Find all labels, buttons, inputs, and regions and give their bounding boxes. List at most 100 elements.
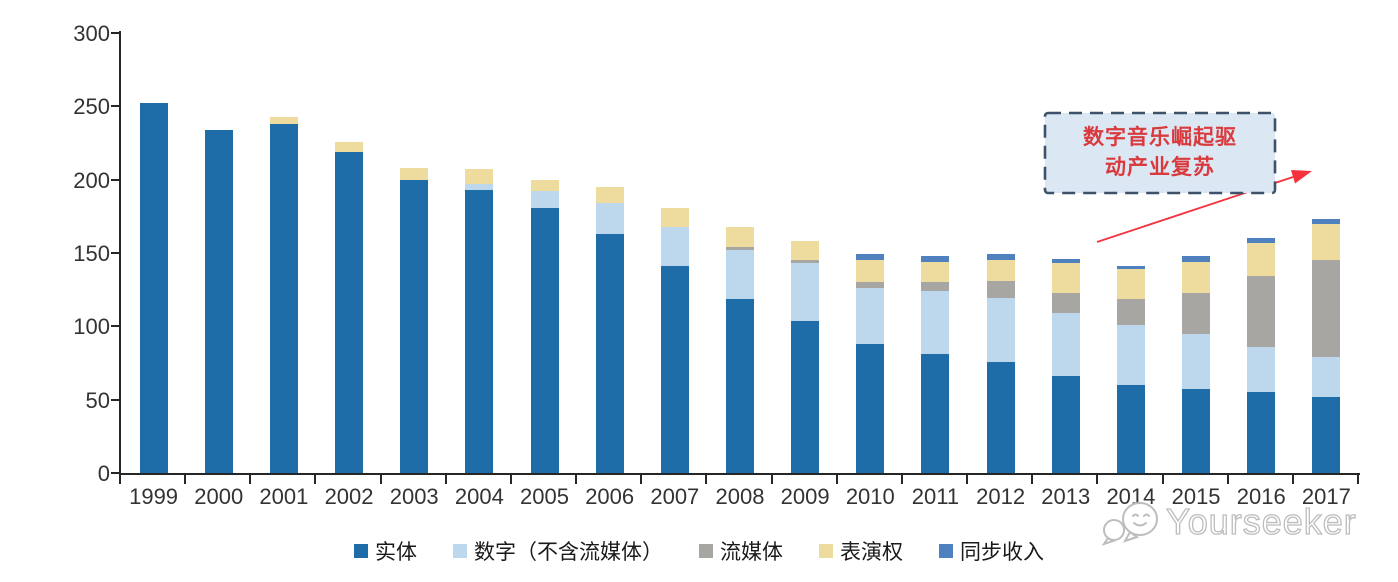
legend-swatch-icon [939,544,953,558]
bar-group-2009 [773,33,838,473]
bar-stack-2002 [335,141,364,473]
bar-stack-2008 [725,226,754,473]
x-axis-line [119,473,1360,475]
x-tick-mark [119,475,121,484]
bar-segment [986,298,1015,362]
bar-stack-2009 [791,241,820,473]
bar-group-2017 [1294,33,1359,473]
x-tick-mark [1161,475,1164,484]
bar-segment [530,191,559,208]
bar-segment [921,354,950,473]
bar-segment [725,250,754,299]
annotation-callout: 数字音乐崛起驱 动产业复苏 [1043,111,1277,195]
bar-segment [921,282,950,292]
x-axis-label: 2004 [454,484,504,509]
bar-stack-2000 [204,129,233,473]
bar-segment [986,254,1015,261]
x-tick-mark [705,475,708,484]
y-tick-label: 250 [73,94,110,120]
x-tick-mark [314,475,317,484]
y-tick-mark [111,32,120,34]
bar-group-2012 [968,33,1033,473]
bar-segment [921,255,950,262]
chat-bubbles-icon [1101,501,1158,546]
x-tick-mark [575,475,578,484]
bar-stack-2004 [465,169,494,473]
legend-item: 流媒体 [699,536,783,566]
y-tick-mark [111,472,120,474]
bar-segment [1116,266,1145,270]
bar-segment [530,207,559,473]
bar-segment [660,207,689,227]
bar-stack-2003 [400,168,429,473]
legend: 实体 数字（不含流媒体） 流媒体 表演权 同步收入 [0,536,1398,566]
bar-segment [725,298,754,473]
bar-segment [1312,223,1341,261]
x-tick-mark [1291,475,1294,484]
bar-segment [1051,376,1080,473]
bar-stack-2001 [269,116,298,473]
bar-stack-2012 [986,254,1015,473]
x-tick-mark [1031,475,1034,484]
bar-group-2008 [707,33,772,473]
y-tick-label: 300 [73,21,110,46]
bar-segment [986,260,1015,281]
y-tick-label: 0 [97,461,110,486]
bar-stack-2015 [1182,255,1211,473]
bar-group-2014 [1098,33,1163,473]
annotation-line-2: 动产业复苏 [1105,156,1215,179]
x-axis-label: 2009 [780,484,830,509]
bar-segment [1051,313,1080,377]
x-axis-label: 2017 [1301,484,1351,509]
bar-group-2001 [251,33,316,473]
bar-segment [1247,392,1276,473]
x-tick-mark [1357,475,1359,484]
bar-segment [595,233,624,473]
bar-group-2002 [316,33,381,473]
bar-segment [856,288,885,344]
y-tick-mark [111,252,120,254]
bar-stack-2007 [660,207,689,473]
bar-group-2010 [838,33,903,473]
bar-stack-2006 [595,187,624,473]
legend-label: 数字（不含流媒体） [474,541,663,564]
bar-segment [1116,385,1145,473]
x-axis-label: 2001 [259,484,309,509]
bar-segment [465,184,494,190]
bar-stack-2011 [921,255,950,473]
bar-segment [1182,333,1211,390]
x-axis-label: 2008 [715,484,765,509]
y-tick-mark [111,105,120,108]
bar-segment [269,116,298,124]
legend-label: 流媒体 [720,541,783,564]
x-tick-mark [1096,475,1099,484]
bar-group-2006 [577,33,642,473]
x-tick-mark [900,475,903,484]
annotation-text: 数字音乐崛起驱 动产业复苏 [1043,111,1277,195]
bar-segment [335,141,364,152]
bar-segment [335,151,364,473]
bar-group-2016 [1229,33,1294,473]
legend-item: 实体 [354,536,417,566]
bar-segment [791,263,820,321]
bar-segment [465,189,494,473]
bar-segment [465,169,494,185]
bar-segment [856,282,885,289]
x-tick-mark [379,475,382,484]
x-tick-mark [509,475,512,484]
bar-segment [791,241,820,261]
legend-label: 同步收入 [960,541,1044,564]
x-axis-label: 2006 [585,484,635,509]
x-tick-mark [966,475,969,484]
y-tick-label: 100 [73,314,110,340]
bar-segment [1247,242,1276,277]
legend-label: 表演权 [840,541,903,564]
y-tick-label: 200 [73,167,110,193]
y-tick-label: 150 [73,241,110,266]
bar-segment [791,320,820,473]
bar-stack-2013 [1051,258,1080,473]
watermark-text: Yourseeker [1165,500,1357,542]
bar-group-2015 [1164,33,1229,473]
bar-segment [856,343,885,473]
